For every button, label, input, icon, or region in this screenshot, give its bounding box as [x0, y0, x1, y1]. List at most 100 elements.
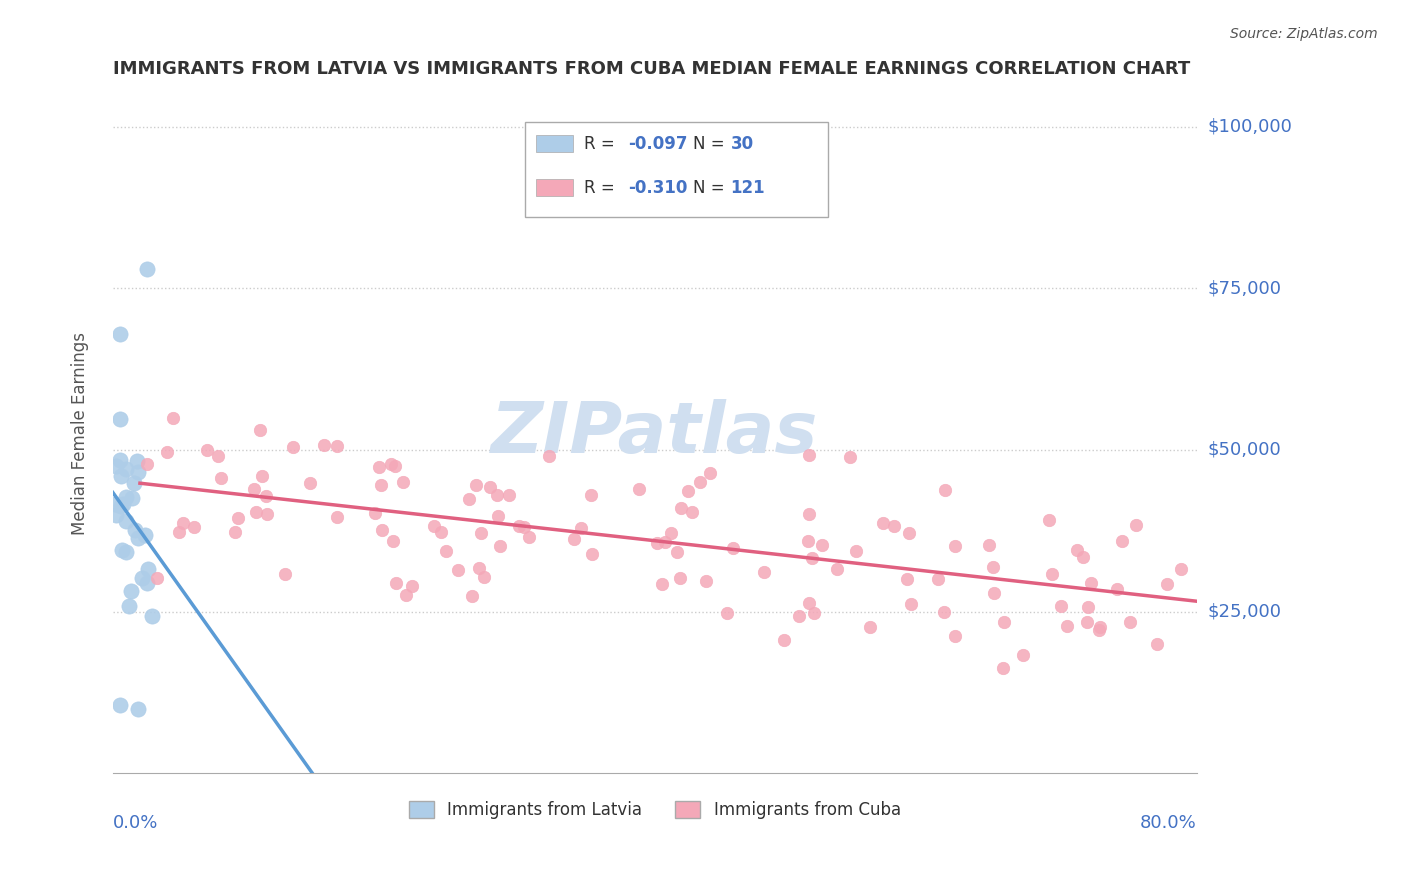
Point [898, 525, 921, 540]
Point [172, 516, 194, 530]
Point [859, 620, 882, 634]
Text: ZIPatlas: ZIPatlas [491, 400, 818, 468]
Point [395, 588, 418, 602]
Point [699, 466, 721, 480]
Point [124, 475, 146, 490]
Point [127, 701, 149, 715]
Point [245, 505, 267, 519]
Point [392, 475, 415, 490]
Point [689, 475, 711, 490]
Point [1119, 615, 1142, 629]
Point [1170, 561, 1192, 575]
Point [803, 606, 825, 620]
Point [787, 608, 810, 623]
Point [1111, 534, 1133, 549]
Point [326, 509, 349, 524]
Point [1146, 636, 1168, 650]
Point [121, 491, 143, 505]
Text: R =: R = [585, 179, 620, 197]
Point [401, 579, 423, 593]
Point [127, 454, 149, 468]
Point [537, 449, 560, 463]
Point [368, 460, 391, 475]
Point [799, 596, 821, 610]
Point [1080, 576, 1102, 591]
Point [183, 520, 205, 534]
Point [797, 448, 820, 462]
Point [104, 497, 127, 511]
Point [669, 500, 692, 515]
Point [461, 589, 484, 603]
Point [124, 523, 146, 537]
Text: N =: N = [693, 179, 730, 197]
Point [243, 483, 266, 497]
Point [1038, 513, 1060, 527]
Point [131, 571, 153, 585]
Point [1088, 623, 1111, 637]
Point [252, 469, 274, 483]
Point [468, 561, 491, 575]
Point [801, 550, 824, 565]
Point [127, 532, 149, 546]
Point [1049, 599, 1071, 614]
Point [430, 524, 453, 539]
Point [581, 547, 603, 561]
Point [117, 599, 139, 613]
Point [716, 606, 738, 620]
Text: $75,000: $75,000 [1208, 279, 1282, 297]
Point [224, 525, 246, 540]
Point [156, 444, 179, 458]
Point [932, 605, 955, 619]
Point [1056, 619, 1078, 633]
Text: -0.097: -0.097 [627, 135, 688, 153]
Point [363, 506, 385, 520]
Point [810, 539, 832, 553]
Point [120, 584, 142, 599]
Point [668, 571, 690, 585]
Point [1156, 577, 1178, 591]
Point [927, 572, 949, 586]
Point [136, 562, 159, 576]
Point [983, 586, 1005, 600]
Point [254, 489, 277, 503]
Point [370, 524, 392, 538]
Point [1066, 542, 1088, 557]
Point [134, 527, 156, 541]
Text: N =: N = [693, 135, 730, 153]
Point [1105, 582, 1128, 596]
Point [489, 539, 512, 553]
Point [314, 438, 336, 452]
Point [654, 534, 676, 549]
Point [1125, 517, 1147, 532]
Point [1077, 599, 1099, 614]
Text: -0.310: -0.310 [627, 179, 688, 197]
Point [517, 530, 540, 544]
Point [447, 563, 470, 577]
Point [981, 559, 1004, 574]
Point [773, 633, 796, 648]
Point [108, 326, 131, 341]
Point [299, 476, 322, 491]
Point [498, 487, 520, 501]
Point [1088, 620, 1111, 634]
Point [380, 457, 402, 471]
Point [900, 597, 922, 611]
Point [111, 542, 134, 557]
Point [135, 262, 157, 277]
Point [562, 533, 585, 547]
Point [799, 507, 821, 521]
Point [797, 534, 820, 549]
Point [993, 615, 1015, 629]
Point [274, 567, 297, 582]
Point [108, 453, 131, 467]
Point [434, 543, 457, 558]
Point [979, 538, 1001, 552]
Point [256, 507, 278, 521]
Point [105, 459, 128, 474]
Text: $25,000: $25,000 [1208, 603, 1282, 621]
Y-axis label: Median Female Earnings: Median Female Earnings [72, 333, 89, 535]
Point [115, 514, 138, 528]
Point [681, 505, 703, 519]
Point [651, 576, 673, 591]
Bar [536, 179, 574, 196]
